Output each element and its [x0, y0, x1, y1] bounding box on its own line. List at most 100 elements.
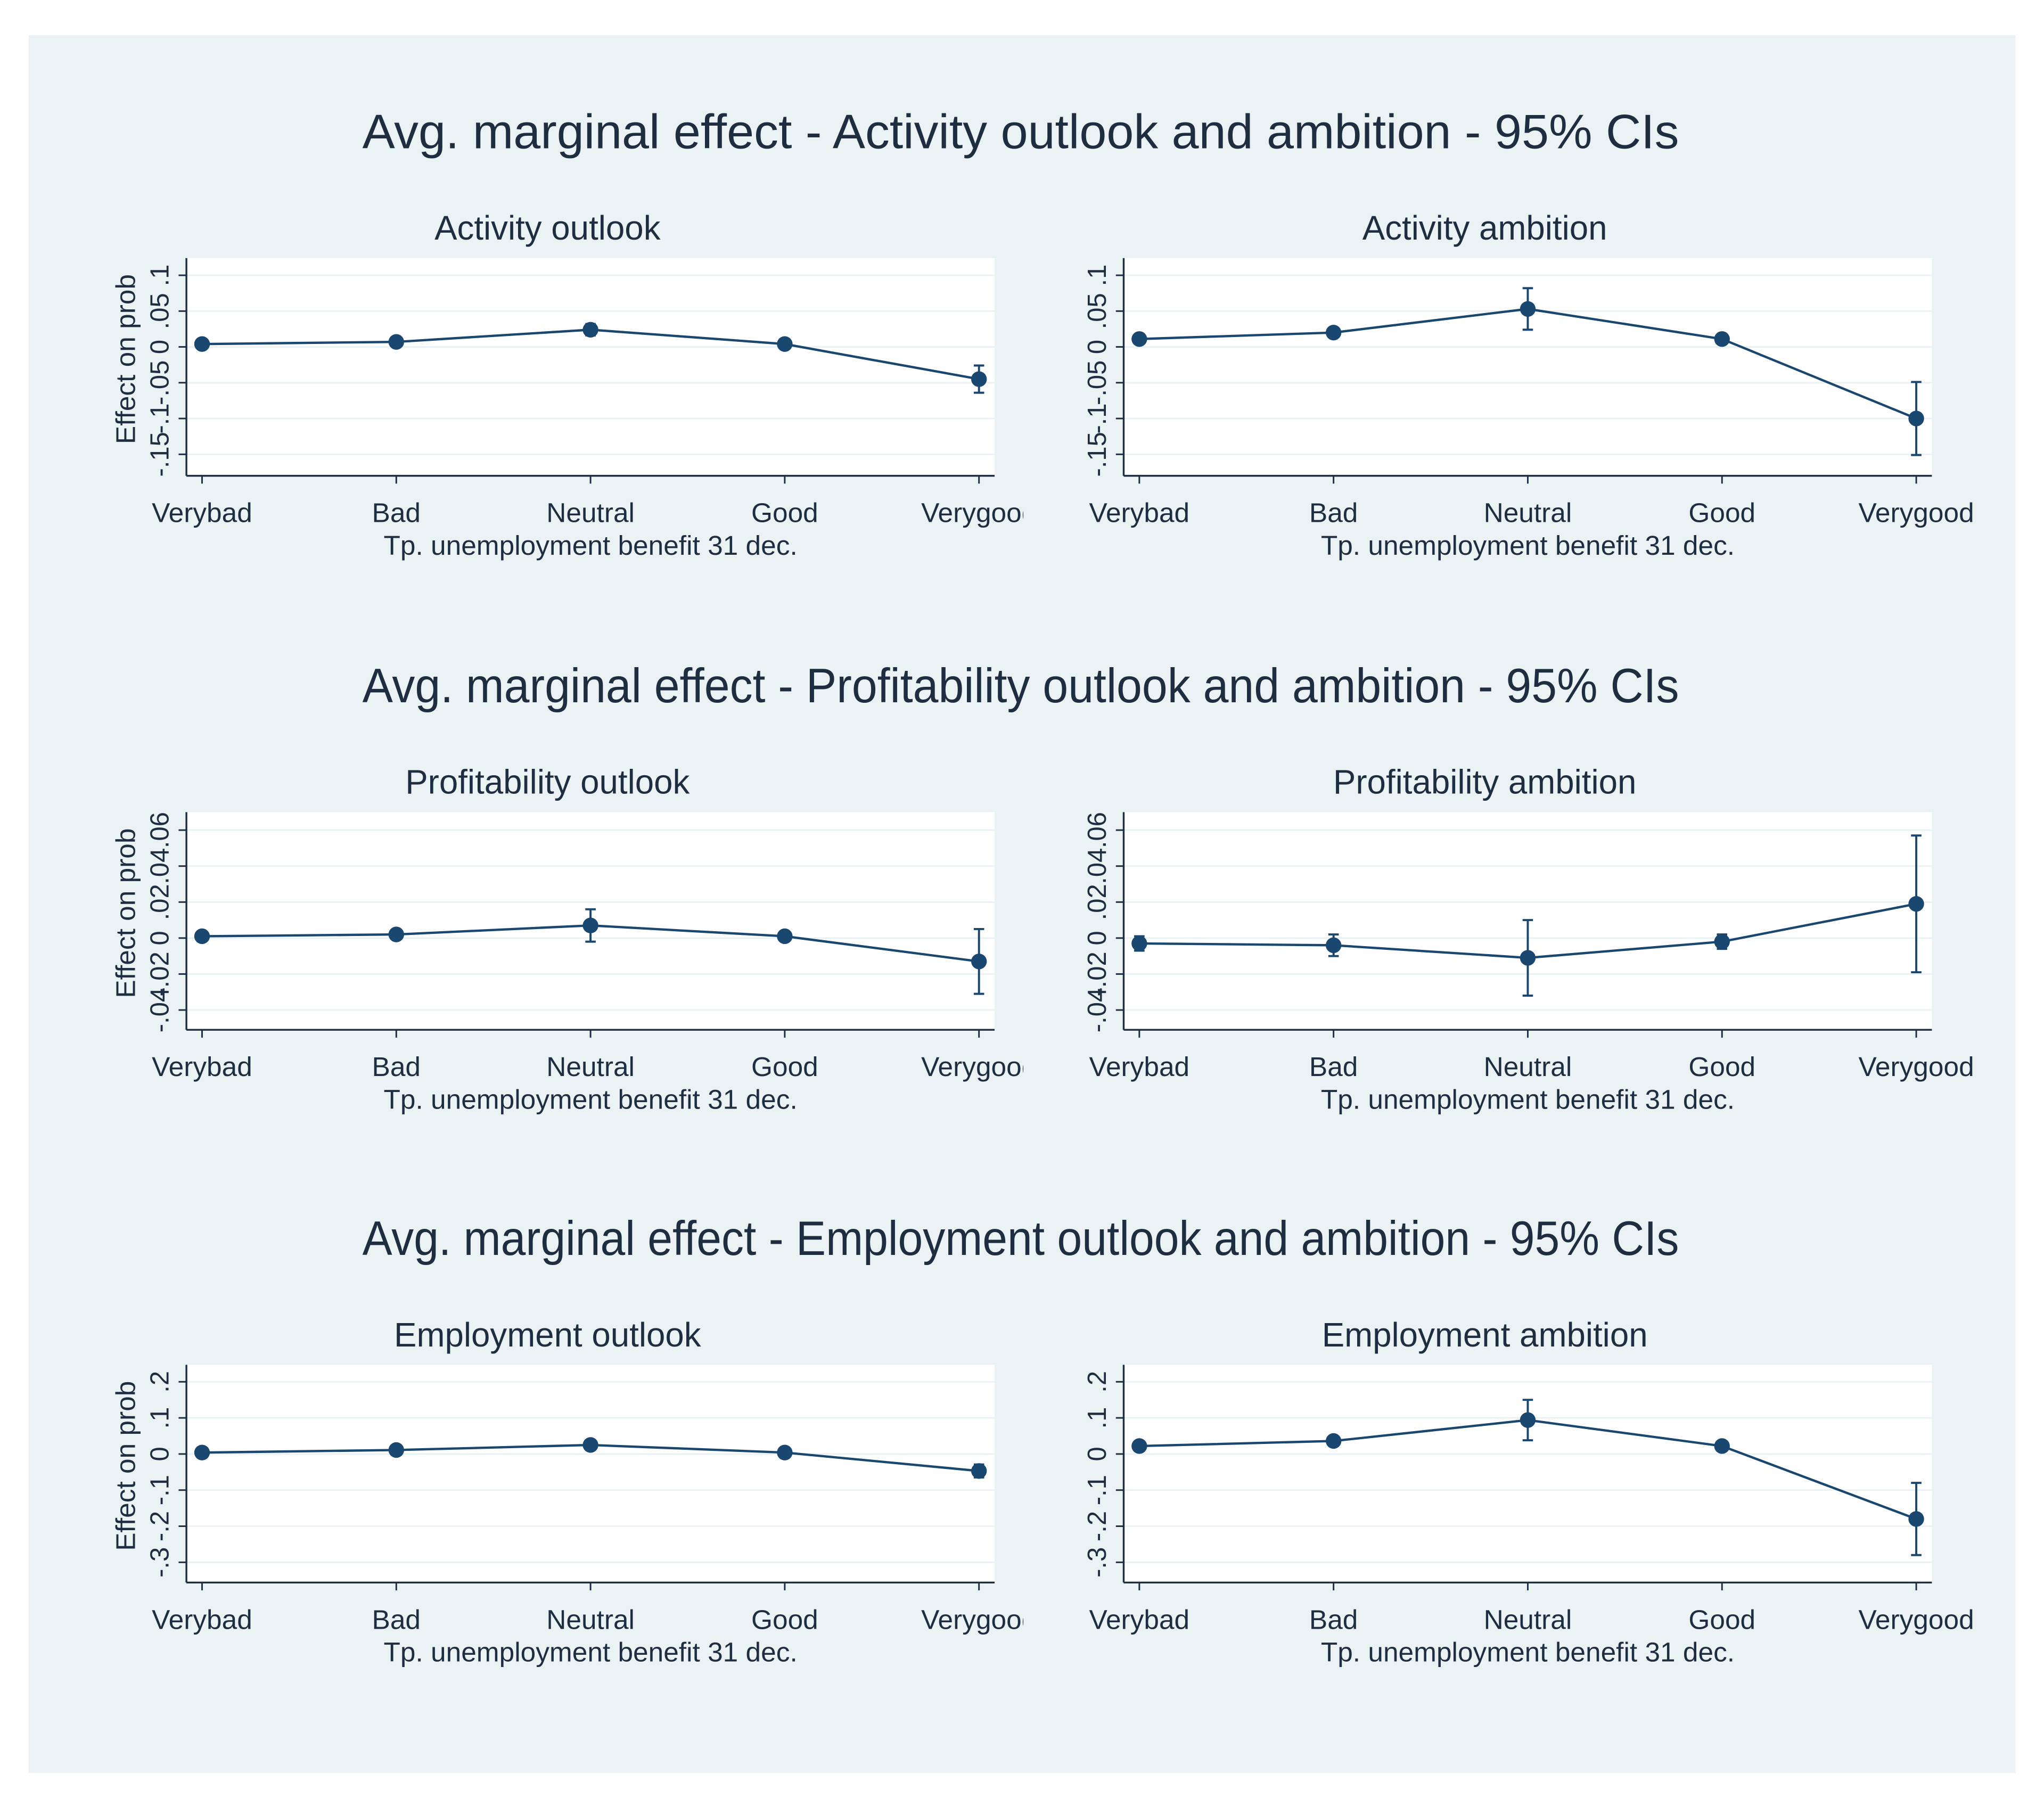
subplot: Employment ambition -.3 -.2 -.1 0 .1 .2 Verybad… — [1083, 1316, 1974, 1668]
y-tick-label: -.05 — [1083, 360, 1112, 405]
figure-title: Avg. marginal effect - Profitability out… — [363, 659, 1679, 713]
point — [1131, 935, 1147, 951]
y-tick-label: .06 — [146, 812, 175, 848]
y-tick-label: -.3 — [1083, 1547, 1112, 1578]
point — [1131, 1438, 1147, 1454]
y-tick-label: -.04 — [1083, 988, 1112, 1032]
plot-area — [186, 1365, 995, 1583]
point — [777, 336, 793, 352]
subplot-title: Employment ambition — [1322, 1316, 1648, 1354]
x-tick-label: Neutral — [1484, 497, 1572, 528]
subplot: Profitability ambition -.04-.02 0 .02.04.06… — [1083, 763, 1974, 1115]
x-tick-label: Verygood — [1858, 1604, 1974, 1635]
x-axis-title: Tp. unemployment benefit 31 dec. — [383, 1083, 797, 1114]
y-tick-label: -.1 — [1083, 1475, 1112, 1505]
y-tick-label: 0 — [1083, 931, 1112, 945]
x-tick-label: Verygood — [921, 1604, 1037, 1635]
x-tick-label: Bad — [1309, 1604, 1358, 1635]
x-tick-label: Good — [1688, 497, 1755, 528]
y-tick-label: -.1 — [146, 1475, 175, 1505]
x-tick-label: Neutral — [1484, 1051, 1572, 1082]
x-tick-label: Neutral — [546, 1051, 635, 1082]
plot-area — [1123, 1365, 1932, 1583]
y-tick-label: 0 — [146, 340, 175, 354]
point — [1520, 950, 1536, 966]
point — [971, 954, 987, 970]
point — [1714, 331, 1730, 347]
point — [971, 1463, 987, 1479]
x-tick-label: Verybad — [152, 1051, 252, 1082]
point — [388, 926, 404, 942]
x-tick-label: Good — [751, 1051, 818, 1082]
figure-title: Avg. marginal effect - Employment outloo… — [363, 1212, 1679, 1266]
subplot-title: Profitability outlook — [405, 763, 689, 801]
y-tick-label: .06 — [1083, 812, 1112, 848]
figure-title: Avg. marginal effect - Activity outlook … — [363, 105, 1679, 159]
y-tick-label: .02 — [1083, 884, 1112, 920]
point — [1714, 1438, 1730, 1454]
subplot: Activity ambition -.15-.1-.05 0 .05 .1 Veryba… — [1083, 209, 1974, 561]
y-tick-label: .05 — [1083, 293, 1112, 329]
x-tick-label: Bad — [1309, 497, 1358, 528]
x-axis-title: Tp. unemployment benefit 31 dec. — [1321, 1083, 1735, 1114]
y-tick-label: -.04 — [146, 988, 175, 1032]
point — [1325, 324, 1342, 341]
y-tick-label: .1 — [146, 1407, 175, 1429]
y-tick-label: -.05 — [146, 360, 175, 405]
y-tick-label: -.15 — [146, 432, 175, 477]
point — [582, 1437, 598, 1453]
y-axis-title: Effect on prob — [110, 274, 141, 444]
x-axis-title: Tp. unemployment benefit 31 dec. — [383, 1637, 797, 1668]
x-tick-label: Verybad — [152, 1604, 252, 1635]
y-tick-label: .04 — [1083, 848, 1112, 884]
point — [777, 1444, 793, 1460]
x-tick-label: Good — [1688, 1051, 1755, 1082]
point — [1714, 933, 1730, 950]
x-tick-label: Verygood — [1858, 497, 1974, 528]
y-tick-label: -.2 — [146, 1511, 175, 1541]
point — [194, 928, 210, 945]
point — [777, 928, 793, 945]
point — [1908, 896, 1924, 912]
y-axis-title: Effect on prob — [110, 828, 141, 998]
x-tick-label: Verygood — [1858, 1051, 1974, 1082]
y-tick-label: .1 — [1083, 1407, 1112, 1429]
x-tick-label: Bad — [372, 497, 421, 528]
x-tick-label: Verybad — [152, 497, 252, 528]
point — [388, 334, 404, 350]
y-tick-label: .2 — [146, 1371, 175, 1393]
x-tick-label: Good — [751, 497, 818, 528]
subplot-title: Employment outlook — [394, 1316, 701, 1354]
subplot: Profitability outlook -.04-.02 0 .02.04.06 V… — [110, 763, 1037, 1115]
point — [1520, 301, 1536, 317]
x-axis-title: Tp. unemployment benefit 31 dec. — [1321, 530, 1735, 561]
x-tick-label: Bad — [1309, 1051, 1358, 1082]
subplot: Activity outlook -.15-.1-.05 0 .05 .1 Verybad… — [110, 209, 1037, 561]
x-tick-label: Verygood — [921, 497, 1037, 528]
y-axis-title: Effect on prob — [110, 1381, 141, 1551]
plot-area — [186, 258, 995, 476]
point — [582, 322, 598, 338]
x-axis-title: Tp. unemployment benefit 31 dec. — [1321, 1637, 1735, 1668]
x-tick-label: Good — [751, 1604, 818, 1635]
y-tick-label: .02 — [146, 884, 175, 920]
y-tick-label: .1 — [1083, 265, 1112, 286]
subplot-title: Activity ambition — [1362, 209, 1607, 247]
x-tick-label: Neutral — [546, 1604, 635, 1635]
y-tick-label: .2 — [1083, 1371, 1112, 1393]
subplot-title: Activity outlook — [434, 209, 661, 247]
x-tick-label: Verygood — [921, 1051, 1037, 1082]
point — [194, 1444, 210, 1460]
point — [1325, 1433, 1342, 1449]
y-tick-label: 0 — [1083, 1447, 1112, 1461]
y-tick-label: -.1 — [1083, 403, 1112, 433]
y-tick-label: 0 — [1083, 340, 1112, 354]
x-tick-label: Good — [1688, 1604, 1755, 1635]
point — [1325, 937, 1342, 954]
y-tick-label: -.02 — [1083, 951, 1112, 996]
y-tick-label: -.2 — [1083, 1511, 1112, 1541]
point — [194, 336, 210, 352]
x-tick-label: Verybad — [1089, 1604, 1190, 1635]
point — [1131, 331, 1147, 347]
